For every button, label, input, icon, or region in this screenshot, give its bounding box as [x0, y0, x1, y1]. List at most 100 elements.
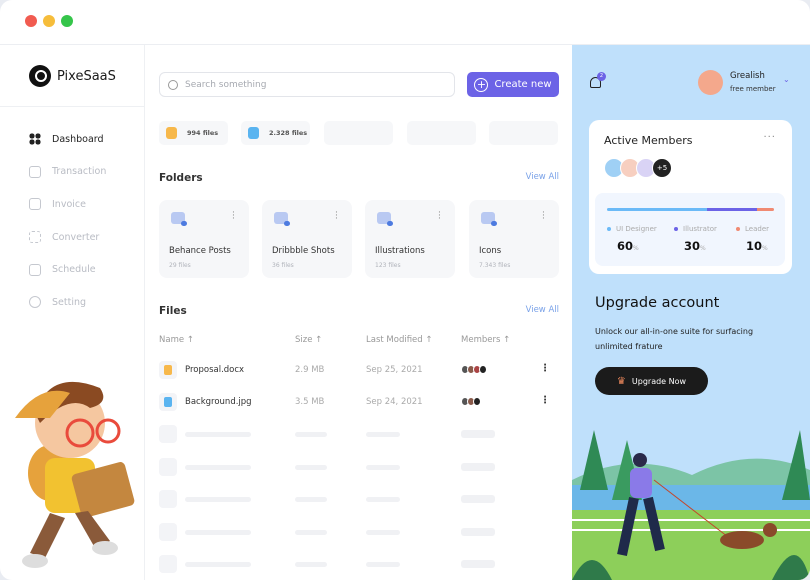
- file-name: Proposal.docx: [185, 365, 245, 375]
- sidebar-item-label: Transaction: [52, 166, 107, 178]
- stat-label: 2.328 files: [269, 129, 308, 137]
- stat-documents[interactable]: 994 files: [159, 121, 228, 145]
- plus-icon: +: [474, 77, 489, 92]
- sidebar-item-label: Invoice: [52, 198, 86, 210]
- more-icon[interactable]: ⋮: [540, 363, 550, 374]
- folder-name: Dribbble Shots: [272, 246, 335, 256]
- image-icon: [159, 393, 177, 411]
- file-modified: Sep 25, 2021: [366, 365, 423, 375]
- legend-ui-designer: UI Designer: [607, 225, 657, 233]
- search-input[interactable]: Search something: [159, 72, 455, 97]
- more-icon[interactable]: ···: [438, 208, 441, 224]
- boy-illustration: [15, 381, 135, 568]
- sidebar-item-schedule[interactable]: Schedule: [29, 253, 106, 286]
- files-title: Files: [159, 305, 187, 317]
- column-size[interactable]: Size ↑: [295, 335, 323, 345]
- more-icon[interactable]: ···: [763, 132, 776, 143]
- avatar[interactable]: [698, 70, 723, 95]
- more-members-badge[interactable]: +5: [652, 158, 672, 178]
- document-icon: [166, 127, 177, 139]
- sidebar-item-dashboard[interactable]: Dashboard: [29, 123, 106, 156]
- more-icon[interactable]: ···: [232, 208, 235, 224]
- member-avatars: [461, 365, 487, 374]
- sidebar-item-label: Converter: [52, 231, 100, 243]
- folder-icon: [481, 212, 497, 226]
- search-icon: [168, 79, 178, 90]
- folder-card[interactable]: · · · Icons 7.343 files: [469, 200, 559, 278]
- sidebar-nav: Dashboard Transaction Invoice Converter …: [29, 123, 106, 319]
- stat-placeholder: [489, 121, 558, 145]
- member-avatars: +5: [604, 158, 672, 178]
- table-row[interactable]: Proposal.docx 2.9 MB Sep 25, 2021 ⋮: [159, 361, 559, 383]
- folder-name: Icons: [479, 246, 502, 256]
- folder-count: 29 files: [169, 262, 191, 269]
- sidebar-item-label: Dashboard: [52, 133, 104, 145]
- files-view-all-link[interactable]: View All: [525, 305, 559, 315]
- folders-view-all-link[interactable]: View All: [525, 172, 559, 182]
- converter-icon: [29, 231, 41, 244]
- sidebar: PixeSaaS Dashboard Transaction Invoice C…: [0, 45, 145, 580]
- file-size: 2.9 MB: [295, 365, 325, 375]
- create-new-button[interactable]: + Create new: [467, 72, 559, 97]
- sidebar-item-transaction[interactable]: Transaction: [29, 156, 106, 189]
- upgrade-now-button[interactable]: ♛ Upgrade Now: [595, 367, 708, 395]
- main-content: Search something + Create new 994 files 2…: [145, 45, 572, 580]
- image-icon: [248, 127, 259, 139]
- upgrade-label: Upgrade Now: [631, 376, 687, 386]
- column-name[interactable]: Name ↑: [159, 335, 194, 345]
- folders-title: Folders: [159, 172, 203, 184]
- bell-icon[interactable]: [590, 77, 601, 88]
- folder-icon: [171, 212, 187, 226]
- chevron-down-icon[interactable]: ⌄: [783, 75, 790, 84]
- folder-icon: [377, 212, 393, 226]
- column-last-modified[interactable]: Last Modified ↑: [366, 335, 433, 345]
- file-size: 3.5 MB: [295, 397, 325, 407]
- wallet-icon: [29, 165, 41, 178]
- legend-leader: Leader: [736, 225, 769, 233]
- value-illustrator: 30%: [684, 239, 706, 253]
- sidebar-item-invoice[interactable]: Invoice: [29, 188, 106, 221]
- folder-count: 36 files: [272, 262, 294, 269]
- folder-count: 7.343 files: [479, 262, 511, 269]
- crown-icon: ♛: [616, 375, 626, 387]
- gear-icon: [29, 296, 41, 309]
- logo[interactable]: PixeSaaS: [29, 65, 116, 87]
- folder-card[interactable]: · · · Behance Posts 29 files: [159, 200, 249, 278]
- folder-name: Illustrations: [375, 246, 425, 256]
- stat-placeholder: [407, 121, 476, 145]
- breakdown-bar: [607, 208, 774, 211]
- sidebar-item-converter[interactable]: Converter: [29, 221, 106, 254]
- sidebar-item-setting[interactable]: Setting: [29, 286, 106, 319]
- chart-icon: [29, 198, 41, 211]
- active-members-card: Active Members ··· +5 UI Designer Illust…: [589, 120, 792, 274]
- bar-segment-ui-designer: [607, 208, 708, 211]
- folder-icon: [274, 212, 290, 226]
- folder-name: Behance Posts: [169, 246, 231, 256]
- user-name: Grealish: [730, 71, 765, 81]
- member-breakdown: UI Designer Illustrator Leader 60% 30% 1…: [595, 193, 785, 266]
- folder-card[interactable]: · · · Illustrations 123 files: [365, 200, 455, 278]
- more-icon[interactable]: ···: [335, 208, 338, 224]
- table-row[interactable]: Background.jpg 3.5 MB Sep 24, 2021 ⋮: [159, 393, 559, 415]
- maximize-button[interactable]: [61, 15, 73, 27]
- member-avatars: [461, 397, 481, 406]
- bar-segment-illustrator: [707, 208, 758, 211]
- document-icon: [159, 361, 177, 379]
- dog-walk-illustration: [572, 430, 810, 580]
- more-icon[interactable]: ⋮: [540, 395, 550, 406]
- file-modified: Sep 24, 2021: [366, 397, 423, 407]
- stat-images[interactable]: 2.328 files: [241, 121, 310, 145]
- search-placeholder: Search something: [185, 79, 267, 90]
- close-button[interactable]: [25, 15, 37, 27]
- column-members[interactable]: Members ↑: [461, 335, 511, 345]
- stat-placeholder: [324, 121, 393, 145]
- minimize-button[interactable]: [43, 15, 55, 27]
- more-icon[interactable]: ···: [542, 208, 545, 224]
- right-panel: 2 Grealish free member ⌄ Active Members …: [572, 45, 810, 580]
- sidebar-item-label: Setting: [52, 296, 87, 308]
- value-ui-designer: 60%: [617, 239, 639, 253]
- folder-card[interactable]: · · · Dribbble Shots 36 files: [262, 200, 352, 278]
- folder-count: 123 files: [375, 262, 401, 269]
- user-role: free member: [730, 85, 776, 93]
